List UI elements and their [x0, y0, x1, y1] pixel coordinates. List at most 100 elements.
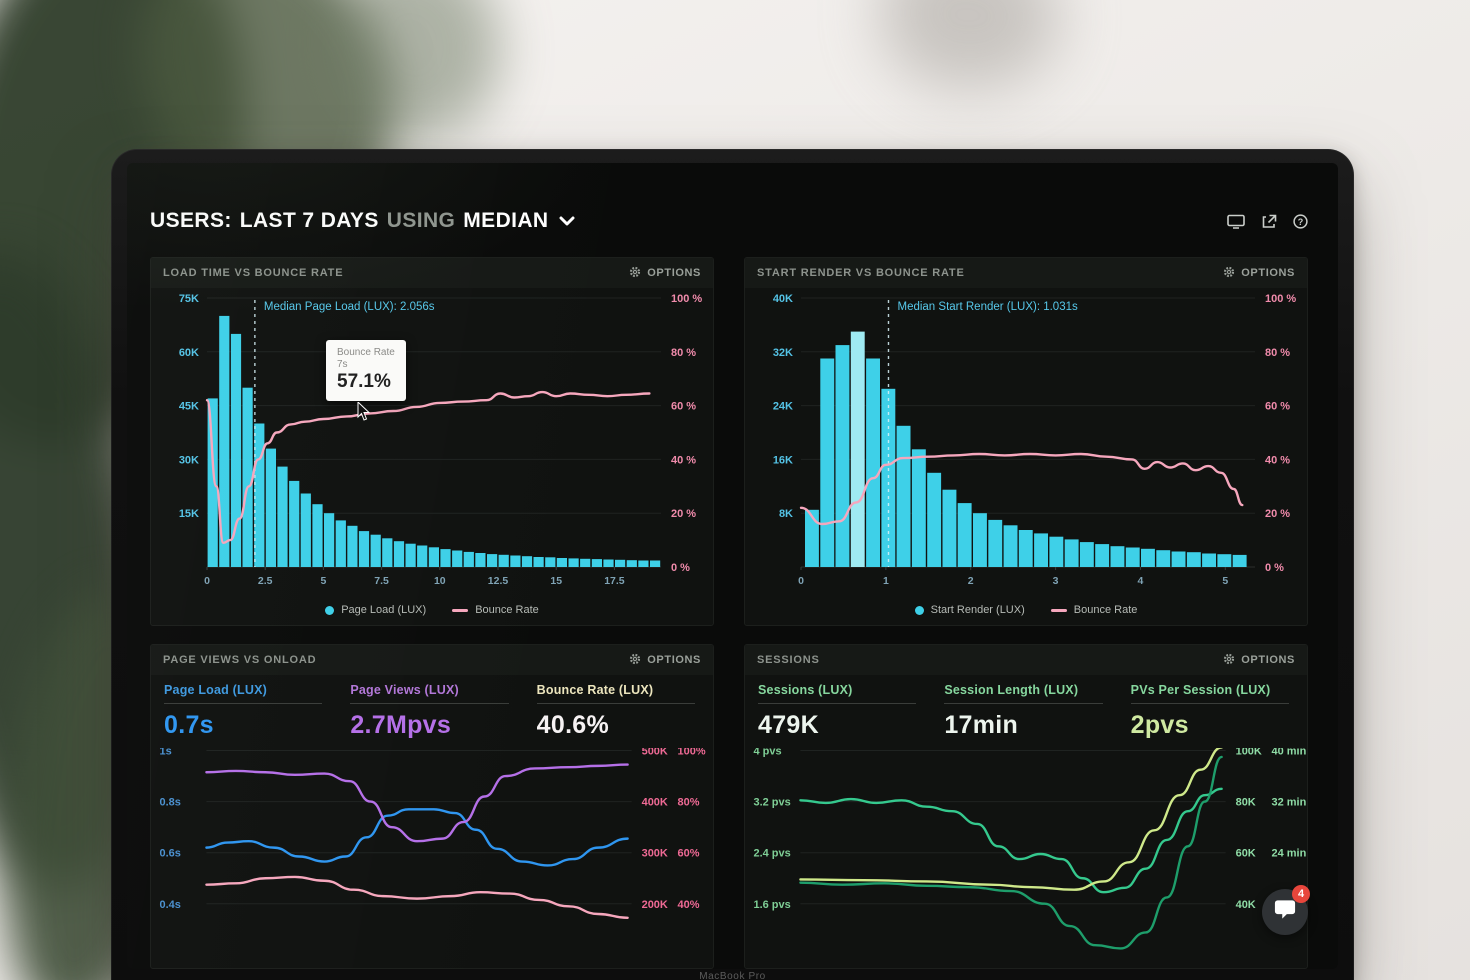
gear-icon: [1223, 653, 1235, 668]
svg-text:10: 10: [434, 575, 446, 587]
svg-text:1: 1: [883, 575, 889, 587]
metric-row: Page Load (LUX) 0.7s Page Views (LUX) 2.…: [151, 675, 713, 748]
metric-bounce-rate: Bounce Rate (LUX) 40.6%: [536, 683, 713, 748]
svg-text:100 %: 100 %: [1265, 293, 1296, 305]
svg-text:5: 5: [320, 575, 326, 587]
display-icon[interactable]: [1227, 214, 1245, 229]
svg-text:Median Page Load (LUX): 2.056s: Median Page Load (LUX): 2.056s: [264, 301, 435, 313]
load-time-vs-bounce-chart[interactable]: 75K 60K 45K 30K 15K 100 % 80 % 60 % 40 % 20 % 0 % 0…: [151, 288, 713, 593]
svg-text:75K: 75K: [179, 293, 199, 305]
svg-text:17.5: 17.5: [604, 575, 625, 587]
legend-line-swatch: [452, 608, 469, 612]
svg-text:80 %: 80 %: [671, 347, 696, 359]
legend-label: Page Load (LUX): [341, 604, 427, 616]
svg-text:500K: 500K: [642, 748, 668, 758]
chart-legend: Page Load (LUX) Bounce Rate: [151, 595, 713, 625]
metric-pvs-per-session: PVs Per Session (LUX) 2pvs: [1130, 683, 1307, 748]
svg-text:60K: 60K: [1236, 848, 1256, 860]
page-views-vs-onload-chart[interactable]: 1s 500K 100% 0.8s 400K 80% 0.6s 300K 60% 0.4s 200K…: [151, 748, 713, 968]
svg-text:80K: 80K: [1236, 797, 1256, 809]
laptop-screen: USERS: LAST 7 DAYS USING MEDIAN: [127, 163, 1338, 969]
svg-text:5: 5: [1222, 575, 1228, 587]
options-label: OPTIONS: [1241, 654, 1295, 666]
svg-text:300K: 300K: [642, 848, 668, 860]
gear-icon: [629, 266, 641, 281]
title-metric: MEDIAN: [463, 209, 549, 232]
svg-text:0.8s: 0.8s: [160, 797, 181, 809]
metric-row: Sessions (LUX) 479K Session Length (LUX)…: [745, 675, 1307, 748]
chevron-down-icon[interactable]: [559, 216, 575, 226]
options-label: OPTIONS: [1241, 267, 1295, 279]
svg-text:100K: 100K: [1236, 748, 1262, 758]
sessions-chart[interactable]: 4 pvs 100K 40 min 3.2 pvs 80K 32 min 2.4 pvs 60…: [745, 748, 1307, 968]
svg-text:32K: 32K: [773, 347, 793, 359]
title-using: USING: [386, 209, 456, 232]
options-button[interactable]: OPTIONS: [629, 266, 701, 281]
chart-legend: Start Render (LUX) Bounce Rate: [745, 595, 1307, 625]
svg-text:3: 3: [1053, 575, 1059, 587]
metric-label: Sessions (LUX): [758, 683, 917, 704]
panel-sessions: SESSIONS OPTIONS Sessions (LUX) 479K: [744, 644, 1308, 969]
svg-text:40 %: 40 %: [671, 454, 696, 466]
legend-item: Page Load (LUX): [325, 604, 426, 616]
svg-text:80%: 80%: [678, 797, 700, 809]
metric-value: 40.6%: [536, 711, 610, 739]
svg-text:16K: 16K: [773, 454, 793, 466]
svg-text:60 %: 60 %: [671, 401, 696, 413]
metric-value: 479K: [758, 711, 819, 739]
legend-dot-swatch: [914, 605, 924, 615]
svg-text:200K: 200K: [642, 899, 668, 911]
gear-icon: [1223, 266, 1235, 281]
svg-text:60K: 60K: [179, 347, 199, 359]
options-button[interactable]: OPTIONS: [1223, 266, 1295, 281]
svg-text:100 %: 100 %: [671, 293, 702, 305]
notification-badge: 4: [1292, 885, 1310, 903]
svg-text:24K: 24K: [773, 401, 793, 413]
dashboard-header: USERS: LAST 7 DAYS USING MEDIAN: [150, 209, 1308, 233]
svg-text:60 %: 60 %: [1265, 401, 1290, 413]
panel-header: START RENDER VS BOUNCE RATE OPTIONS: [745, 258, 1307, 288]
svg-text:100%: 100%: [678, 748, 706, 758]
start-render-vs-bounce-chart[interactable]: 40K 32K 24K 16K 8K 100 % 80 % 60 % 40 % 20 % 0 % 0 1…: [745, 288, 1307, 593]
panel-title: SESSIONS: [757, 654, 820, 666]
svg-text:32 min: 32 min: [1272, 797, 1307, 809]
title-users: USERS:: [150, 209, 232, 232]
svg-text:2.4 pvs: 2.4 pvs: [754, 848, 791, 860]
help-icon[interactable]: ?: [1293, 213, 1308, 229]
svg-text:Median Start Render (LUX): 1.0: Median Start Render (LUX): 1.031s: [897, 301, 1078, 313]
legend-item: Bounce Rate: [1050, 604, 1137, 616]
legend-label: Bounce Rate: [475, 604, 539, 616]
metric-value: 17min: [944, 711, 1019, 739]
panel-header: LOAD TIME VS BOUNCE RATE OPTIONS: [151, 258, 713, 288]
analytics-dashboard: USERS: LAST 7 DAYS USING MEDIAN: [127, 163, 1338, 969]
tooltip-series: Bounce Rate: [337, 347, 395, 358]
options-label: OPTIONS: [647, 654, 701, 666]
share-icon[interactable]: [1261, 214, 1277, 229]
svg-text:45K: 45K: [179, 401, 199, 413]
metric-label: Page Load (LUX): [164, 683, 323, 704]
device-brand-label: MacBook Pro: [699, 971, 766, 980]
metric-label: PVs Per Session (LUX): [1130, 683, 1289, 704]
metric-value: 2.7Mpvs: [350, 711, 452, 739]
options-button[interactable]: OPTIONS: [629, 653, 701, 668]
legend-item: Bounce Rate: [452, 604, 539, 616]
svg-text:3.2 pvs: 3.2 pvs: [754, 797, 791, 809]
svg-text:40 %: 40 %: [1265, 454, 1290, 466]
svg-text:40K: 40K: [1236, 899, 1256, 911]
svg-text:40%: 40%: [678, 899, 700, 911]
svg-text:20 %: 20 %: [1265, 508, 1290, 520]
options-button[interactable]: OPTIONS: [1223, 653, 1295, 668]
legend-label: Start Render (LUX): [930, 604, 1025, 616]
panel-title: START RENDER VS BOUNCE RATE: [757, 267, 965, 279]
gear-icon: [629, 653, 641, 668]
legend-dot-swatch: [325, 605, 335, 615]
svg-text:8K: 8K: [779, 508, 793, 520]
chart-area: 40K 32K 24K 16K 8K 100 % 80 % 60 % 40 % 20 % 0 % 0 1…: [745, 288, 1307, 595]
mouse-cursor: [357, 402, 371, 421]
chat-launcher-button[interactable]: 4: [1262, 885, 1310, 935]
title-range: LAST 7 DAYS: [239, 209, 379, 232]
svg-text:80 %: 80 %: [1265, 347, 1290, 359]
svg-text:40K: 40K: [773, 293, 793, 305]
plant-leaf: [330, 0, 500, 140]
